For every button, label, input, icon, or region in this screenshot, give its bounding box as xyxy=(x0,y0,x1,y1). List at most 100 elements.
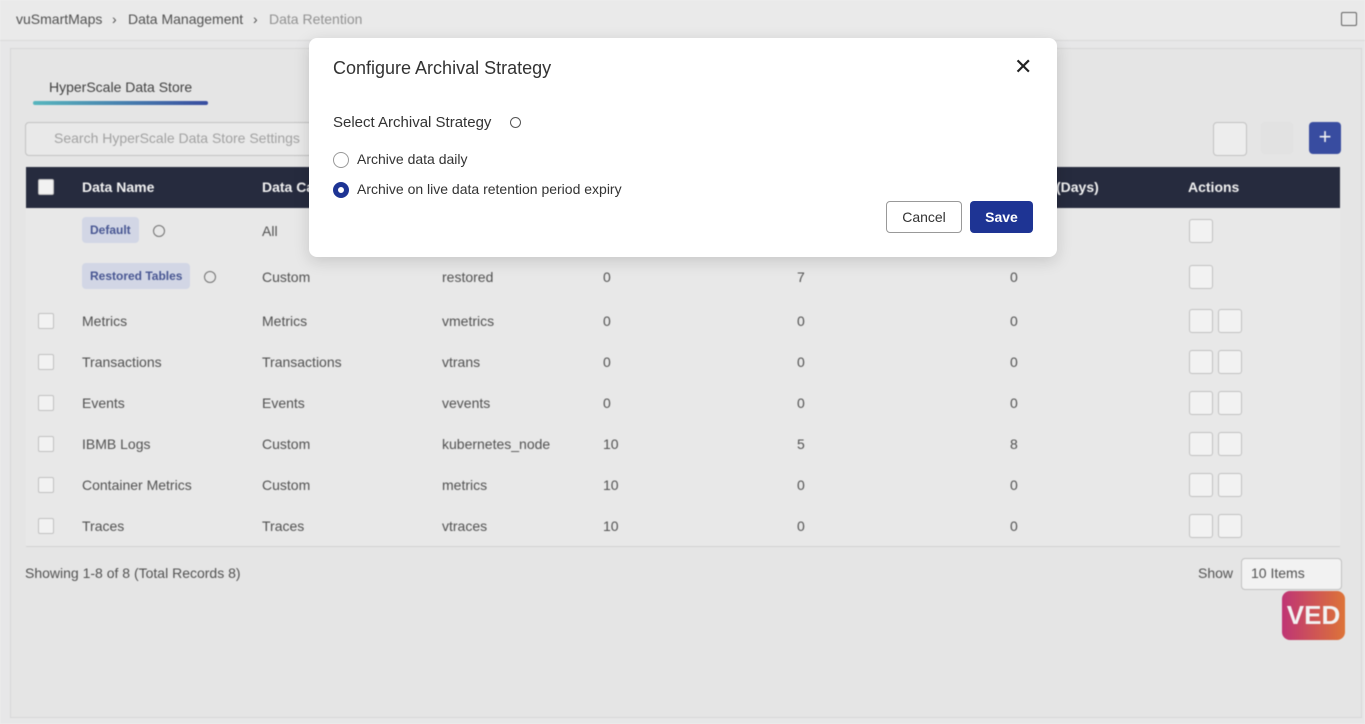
info-icon[interactable] xyxy=(204,271,216,283)
edit-button[interactable] xyxy=(1189,513,1213,538)
table-cell: 0 xyxy=(603,269,611,285)
table-cell: 0 xyxy=(1010,394,1018,411)
breadcrumb-item[interactable]: Data Management xyxy=(128,11,244,27)
table-cell: Metrics xyxy=(262,312,308,329)
tab-underline xyxy=(33,101,208,105)
logo[interactable]: VED xyxy=(1282,591,1345,640)
delete-button[interactable] xyxy=(1261,122,1293,154)
strategy-label: Select Archival Strategy xyxy=(333,114,492,131)
delete-row-button[interactable] xyxy=(1218,390,1242,415)
table-cell: 0 xyxy=(603,312,611,329)
info-icon[interactable] xyxy=(510,117,521,128)
edit-button[interactable] xyxy=(1189,390,1213,415)
edit-button[interactable] xyxy=(1189,472,1213,497)
delete-row-button[interactable] xyxy=(1218,472,1242,497)
table-cell: 0 xyxy=(797,312,805,329)
table-cell: Container Metrics xyxy=(82,476,192,493)
badge: Restored Tables xyxy=(82,263,191,289)
cancel-button[interactable]: Cancel xyxy=(886,201,962,233)
table-cell: Metrics xyxy=(82,312,128,329)
table-cell: Transactions xyxy=(262,353,342,370)
modal-title: Configure Archival Strategy xyxy=(333,58,552,78)
table-cell: 0 xyxy=(603,394,611,411)
page-size-select[interactable] xyxy=(1241,558,1342,590)
table-cell: 0 xyxy=(1010,476,1018,493)
table-cell: Transactions xyxy=(82,353,162,370)
settings-button[interactable] xyxy=(1213,122,1247,156)
table-cell: IBMB Logs xyxy=(82,435,151,452)
delete-row-button[interactable] xyxy=(1218,308,1242,333)
table-cell: 5 xyxy=(797,435,805,452)
table-cell: metrics xyxy=(442,476,488,493)
table-cell: Events xyxy=(262,394,305,411)
table-cell: 0 xyxy=(603,353,611,370)
summary: Showing 1-8 of 8 (Total Records 8) xyxy=(25,565,241,581)
table-cell: 0 xyxy=(797,517,805,534)
search-placeholder: Search HyperScale Data Store Settings xyxy=(54,130,300,146)
table-cell: vmetrics xyxy=(442,312,495,329)
breadcrumb-separator: › xyxy=(253,11,258,27)
table-row xyxy=(26,382,1340,424)
radio[interactable] xyxy=(333,152,349,168)
radio-label[interactable]: Archive data daily xyxy=(357,151,468,167)
table-cell: Custom xyxy=(262,435,311,452)
breadcrumb-item[interactable]: vuSmartMaps xyxy=(16,11,103,27)
table-row xyxy=(26,423,1340,465)
table-cell: Custom xyxy=(262,476,311,493)
search-input[interactable] xyxy=(25,122,327,156)
table-cell: 0 xyxy=(797,476,805,493)
table-cell: 10 xyxy=(603,476,619,493)
table-cell: vtraces xyxy=(442,517,488,534)
table-cell: 0 xyxy=(1010,517,1018,534)
table-row xyxy=(26,464,1340,506)
edit-button[interactable] xyxy=(1189,219,1213,243)
row-checkbox[interactable] xyxy=(38,312,54,329)
table-cell: Custom xyxy=(262,269,311,285)
column-header: (Days) xyxy=(1056,179,1099,195)
tab[interactable]: HyperScale Data Store xyxy=(49,79,193,95)
table-cell: All xyxy=(262,223,278,239)
edit-button[interactable] xyxy=(1189,431,1213,456)
row-checkbox[interactable] xyxy=(38,394,54,411)
column-header: Data Name xyxy=(82,179,155,195)
row-checkbox[interactable] xyxy=(38,435,54,452)
docs-icon[interactable] xyxy=(1341,12,1357,26)
table-cell: 0 xyxy=(797,353,805,370)
column-header: Data Ca xyxy=(262,179,315,195)
breadcrumb-item: Data Retention xyxy=(269,11,363,27)
table-cell: restored xyxy=(442,269,494,285)
delete-row-button[interactable] xyxy=(1218,349,1242,374)
table-cell: 10 xyxy=(603,435,619,452)
info-icon[interactable] xyxy=(153,225,165,237)
select-all-checkbox[interactable] xyxy=(38,179,54,195)
close-button[interactable]: ✕ xyxy=(1014,54,1033,79)
modal: Configure Archival Strategy ✕ Select Arc… xyxy=(309,38,1057,257)
top-bar xyxy=(0,0,1365,41)
table-cell: 0 xyxy=(1010,353,1018,370)
edit-button[interactable] xyxy=(1189,349,1213,374)
table-cell: 8 xyxy=(1010,435,1018,452)
add-button[interactable]: + xyxy=(1309,122,1341,154)
radio[interactable] xyxy=(333,182,349,198)
table-cell: Traces xyxy=(262,517,305,534)
page-size[interactable]: 10 Items xyxy=(1251,565,1305,581)
row-checkbox[interactable] xyxy=(38,476,54,493)
table-cell: 10 xyxy=(603,517,619,534)
row-checkbox[interactable] xyxy=(38,517,54,534)
table-cell: 0 xyxy=(1010,269,1018,285)
radio-label[interactable]: Archive on live data retention period ex… xyxy=(357,181,622,197)
badge: Default xyxy=(82,217,139,243)
save-button[interactable]: Save xyxy=(970,201,1033,233)
column-header: Actions xyxy=(1188,179,1240,195)
delete-row-button[interactable] xyxy=(1218,431,1242,456)
table-cell: kubernetes_node xyxy=(442,435,551,452)
breadcrumb-separator: › xyxy=(112,11,117,27)
edit-button[interactable] xyxy=(1189,265,1213,289)
edit-button[interactable] xyxy=(1189,308,1213,333)
delete-row-button[interactable] xyxy=(1218,513,1242,538)
table-row xyxy=(26,505,1340,547)
table-cell: Events xyxy=(82,394,125,411)
table-cell: vevents xyxy=(442,394,491,411)
row-checkbox[interactable] xyxy=(38,353,54,370)
